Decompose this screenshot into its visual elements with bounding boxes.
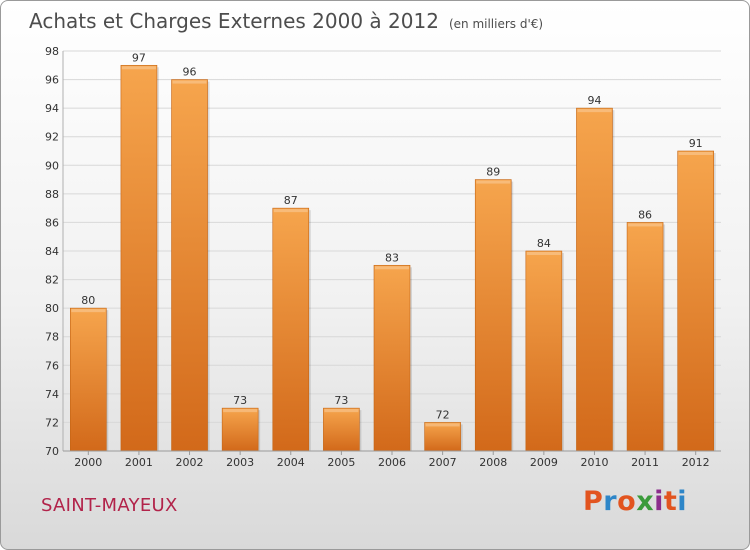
x-tick-label: 2012 <box>682 456 710 469</box>
bar-value-label: 89 <box>486 166 500 179</box>
bar <box>525 250 563 452</box>
x-tick-label: 2009 <box>530 456 558 469</box>
y-tick-label: 94 <box>45 102 59 115</box>
y-tick-label: 96 <box>45 74 59 87</box>
brand-letter: x <box>636 486 655 517</box>
bar-value-label: 83 <box>385 251 399 264</box>
bar <box>474 179 512 452</box>
bar-value-label: 87 <box>284 194 298 207</box>
bar-highlight <box>172 80 207 84</box>
bar-highlight <box>476 180 511 184</box>
bar-highlight <box>375 266 409 270</box>
bar-value-label: 91 <box>689 137 703 150</box>
bar-highlight <box>526 252 561 255</box>
bar-value-label: 96 <box>183 66 197 79</box>
bar-highlight <box>577 109 612 113</box>
y-tick-label: 80 <box>45 302 59 315</box>
brand-letter: t <box>663 486 678 517</box>
bar <box>677 150 714 452</box>
bar <box>70 307 107 452</box>
bar <box>424 422 461 452</box>
brand-letter: o <box>617 486 637 517</box>
y-tick-label: 98 <box>45 45 59 58</box>
x-tick-label: 2004 <box>277 456 305 469</box>
bar-highlight <box>324 409 359 413</box>
bar-highlight <box>425 423 460 427</box>
brand-letter: r <box>603 486 618 517</box>
y-tick-label: 90 <box>45 159 59 172</box>
brand-letter: i <box>677 486 688 517</box>
bar <box>373 264 411 452</box>
x-tick-label: 2003 <box>226 456 254 469</box>
brand-letter: P <box>583 486 604 517</box>
chart-header: Achats et Charges Externes 2000 à 2012 (e… <box>29 9 543 33</box>
bar-highlight <box>121 66 156 70</box>
bar <box>221 407 259 452</box>
bar <box>120 64 158 452</box>
bar <box>323 407 360 452</box>
y-tick-label: 70 <box>45 445 59 458</box>
x-tick-label: 2007 <box>429 456 457 469</box>
y-tick-label: 76 <box>45 359 59 372</box>
bar-highlight <box>678 152 713 155</box>
brand-letter: i <box>654 486 664 517</box>
bar-value-label: 73 <box>334 394 348 407</box>
bar-value-label: 73 <box>233 394 247 407</box>
bar <box>626 222 664 452</box>
x-tick-label: 2001 <box>125 456 153 469</box>
bars <box>70 64 716 452</box>
bar <box>272 207 310 452</box>
x-tick-label: 2000 <box>74 456 102 469</box>
bar-highlight <box>71 309 106 313</box>
x-tick-label: 2011 <box>631 456 659 469</box>
bar <box>171 79 208 452</box>
proxiti-logo[interactable]: Proxiti <box>583 486 687 517</box>
x-tick-label: 2010 <box>580 456 608 469</box>
y-tick-label: 72 <box>45 416 59 429</box>
y-tick-label: 88 <box>45 188 59 201</box>
bar-value-label: 94 <box>587 94 601 107</box>
y-tick-label: 86 <box>45 216 59 229</box>
x-tick-label: 2002 <box>176 456 204 469</box>
bar <box>576 107 613 452</box>
x-tick-label: 2006 <box>378 456 406 469</box>
y-tick-label: 84 <box>45 245 59 258</box>
y-tick-label: 92 <box>45 131 59 144</box>
bar-value-label: 80 <box>81 294 95 307</box>
axes: 70 72 74 76 78 80 82 84 86 88 90 92 94 96 98 80 2000 97 20… <box>45 45 721 469</box>
y-tick-label: 82 <box>45 274 59 287</box>
bar-value-label: 86 <box>638 208 652 221</box>
bar-value-label: 72 <box>436 408 450 421</box>
bar-highlight <box>273 209 308 213</box>
commune-name: SAINT-MAYEUX <box>41 495 178 516</box>
chart-title: Achats et Charges Externes 2000 à 2012 <box>29 9 439 33</box>
x-tick-label: 2008 <box>479 456 507 469</box>
bar-highlight <box>223 409 258 413</box>
y-tick-label: 78 <box>45 331 59 344</box>
bar-value-label: 97 <box>132 51 146 64</box>
bar-highlight <box>628 223 663 227</box>
y-tick-label: 74 <box>45 388 59 401</box>
x-tick-label: 2005 <box>327 456 355 469</box>
bar-value-label: 84 <box>537 237 551 250</box>
chart-unit: (en milliers d'€) <box>448 17 544 31</box>
